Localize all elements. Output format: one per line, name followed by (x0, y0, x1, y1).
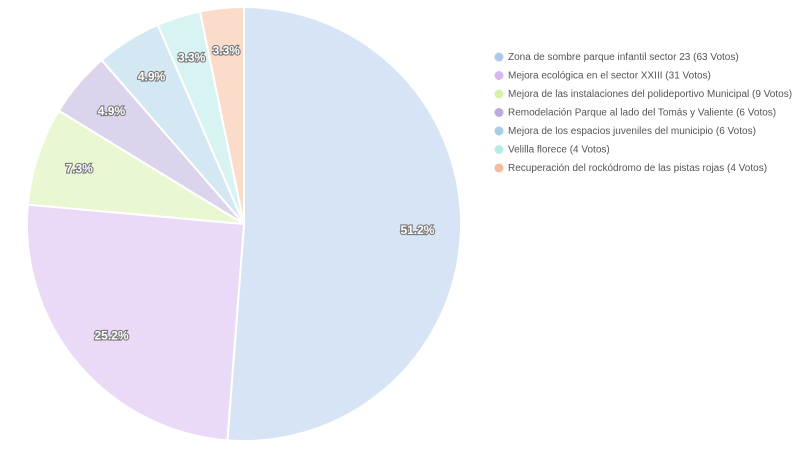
legend-item-7[interactable]: Recuperación del rockódromo de las pista… (494, 163, 768, 174)
legend-marker (494, 145, 504, 154)
pie-slice-label-4: 4.9% (98, 104, 126, 118)
legend-marker (494, 89, 504, 99)
legend-label: Recuperación del rockódromo de las pista… (508, 163, 767, 174)
legend-item-3[interactable]: Mejora de las instalaciones del polidepo… (494, 89, 793, 100)
legend-label: Velilla florece (4 Votos) (508, 145, 610, 156)
legend-label: Mejora de las instalaciones del polidepo… (508, 89, 792, 100)
pie-slices (26, 5, 462, 442)
legend-label: Mejora de los espacios juveniles del mun… (508, 126, 756, 137)
legend-label: Zona de sombre parque infantil sector 23… (508, 52, 739, 63)
pie-slice-3[interactable] (26, 109, 245, 225)
legend-label: Remodelación Parque al lado del Tomás y … (508, 108, 776, 119)
pie-slice-label-3: 7.3% (65, 162, 93, 176)
legend-item-5[interactable]: Mejora de los espacios juveniles del mun… (494, 126, 756, 137)
legend-marker (494, 163, 504, 173)
legend-item-6[interactable]: Velilla florece (4 Votos) (494, 145, 610, 156)
pie-slice-1[interactable] (226, 5, 462, 442)
pie-slice-7[interactable] (198, 5, 245, 225)
chart-legend: Zona de sombre parque infantil sector 23… (494, 52, 793, 174)
legend-marker (494, 108, 504, 117)
legend-item-1[interactable]: Zona de sombre parque infantil sector 23… (494, 52, 739, 63)
legend-item-2[interactable]: Mejora ecológica en el sector XXIII (31 … (494, 71, 711, 82)
legend-label: Mejora ecológica en el sector XXIII (31 … (508, 71, 711, 82)
pie-slice-label-2: 25.2% (94, 328, 128, 342)
pie-slice-labels: 51.2% 25.2% 7.3% 4.9% 4.9% 3.3% 3.3% (64, 42, 436, 343)
legend-marker (494, 126, 504, 136)
legend-item-4[interactable]: Remodelación Parque al lado del Tomás y … (494, 108, 777, 119)
legend-marker (494, 52, 504, 62)
pie-slice-label-5: 4.9% (138, 69, 166, 83)
legend-marker (494, 71, 504, 80)
pie-slice-2[interactable] (26, 203, 246, 442)
pie-slice-label-7: 3.3% (213, 43, 241, 57)
pie-slice-label-1: 51.2% (400, 223, 434, 237)
pie-slice-label-6: 3.3% (178, 51, 206, 65)
